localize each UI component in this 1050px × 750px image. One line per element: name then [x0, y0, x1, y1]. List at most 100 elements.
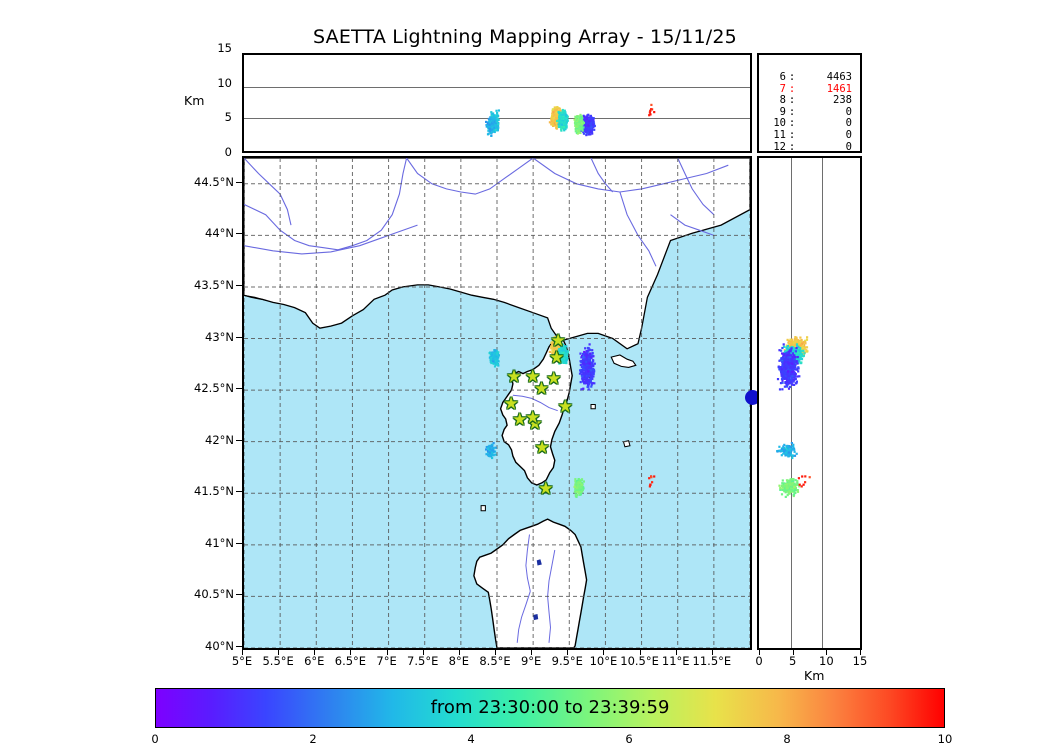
map-lon-tick: 11°E	[661, 654, 690, 668]
station-count-value: 238	[833, 94, 852, 107]
river	[677, 158, 715, 216]
map-lat-tick: 43°N	[205, 329, 234, 344]
station-star-icon: ★	[546, 368, 562, 389]
river-sardinia	[516, 591, 531, 643]
station-count-key: 8	[779, 94, 786, 107]
map-lon-tickmark	[639, 650, 641, 655]
side-x-tick: 0	[755, 654, 763, 668]
lake	[536, 559, 542, 566]
altitude-latitude-panel[interactable]	[757, 156, 862, 650]
river-corsica	[512, 394, 558, 412]
station-star-icon: ★	[525, 366, 541, 387]
map-lon-tick: 10°E	[589, 654, 618, 668]
river	[670, 214, 715, 236]
station-count-value: 0	[845, 128, 852, 141]
station-count-value: 1461	[826, 82, 852, 95]
side-x-axis-label: Km	[804, 668, 825, 683]
side-panel-scatter	[776, 336, 811, 498]
map-lat-tick: 42.5°N	[194, 381, 234, 396]
river-po	[532, 158, 729, 193]
station-count-value: 0	[845, 117, 852, 130]
longitude-altitude-panel[interactable]	[242, 53, 752, 153]
colorbar-tick: 0	[151, 732, 159, 746]
station-count-key: 9	[779, 105, 786, 118]
station-star-icon: ★	[557, 396, 573, 417]
station-count-sep: :	[788, 82, 796, 95]
reference-station-marker	[745, 390, 760, 405]
map-panel[interactable]: ★ ★ ★ ★ ★ ★ ★ ★ ★ ★ ★ ★ ★	[242, 156, 752, 650]
station-count-row: 6: 4463	[760, 71, 860, 84]
map-lat-tickmark	[236, 594, 242, 596]
top-y-tick-0: 0	[224, 145, 232, 159]
coast-detail	[244, 294, 266, 301]
station-star-icon: ★	[525, 407, 541, 428]
map-lon-tick: 8.5°E	[479, 654, 511, 668]
map-lon-tickmark	[531, 650, 533, 655]
elba-island	[610, 354, 637, 368]
map-lon-tick: 6.5°E	[334, 654, 367, 668]
station-star-icon: ★	[533, 379, 550, 400]
small-island	[622, 440, 631, 448]
station-count-key: 6	[779, 71, 786, 83]
map-lat-tickmark	[236, 542, 242, 544]
map-lon-tickmark	[278, 650, 280, 655]
corsica-landmass	[499, 335, 573, 486]
map-lat-tick: 40.5°N	[194, 587, 234, 602]
small-island	[590, 404, 596, 410]
map-lon-tickmark	[711, 650, 713, 655]
map-lat-tickmark	[236, 646, 242, 647]
map-lat-tick: 44.5°N	[194, 174, 234, 189]
station-star-icon: ★	[548, 348, 565, 369]
top-panel-scatter	[485, 103, 656, 137]
map-lon-tick: 8°E	[448, 654, 470, 668]
map-lat-tick: 41°N	[205, 535, 234, 550]
station-star-icon: ★	[527, 414, 543, 435]
side-x-tickmark	[860, 650, 861, 655]
station-count-sep: :	[788, 140, 796, 153]
map-lat-tickmark	[236, 336, 242, 338]
map-lon-tick: 6°E	[304, 654, 325, 668]
map-lon-tick: 7.5°E	[407, 654, 439, 668]
station-star-icon: ★	[534, 437, 550, 458]
station-count-key: 10	[773, 117, 786, 130]
station-star-icon: ★	[506, 366, 522, 387]
station-count-value: 0	[845, 105, 852, 118]
side-x-tickmark	[759, 650, 760, 655]
map-lon-tickmark	[242, 650, 243, 655]
station-count-key: 7	[779, 82, 786, 95]
map-geography	[244, 158, 750, 648]
map-lat-tick: 43.5°N	[194, 277, 234, 292]
small-island	[480, 505, 486, 512]
station-count-sep: :	[788, 71, 796, 83]
station-count-sep: :	[788, 94, 796, 107]
station-star-icon: ★	[550, 330, 566, 351]
station-count-value: 0	[845, 140, 852, 153]
station-star-icon: ★	[503, 393, 519, 414]
station-count-row: 8: 238	[760, 95, 860, 107]
map-lat-tickmark	[236, 181, 242, 183]
river-rhone	[244, 158, 292, 226]
colorbar-tick: 6	[625, 732, 633, 746]
colorbar-tick: 4	[467, 732, 475, 746]
map-lon-tickmark	[458, 650, 460, 655]
colorbar-label: from 23:30:00 to 23:39:59	[430, 697, 670, 718]
mainland-landmass	[244, 158, 750, 350]
map-lon-tickmark	[386, 650, 388, 655]
river	[590, 158, 614, 193]
map-lat-tickmark	[236, 284, 242, 286]
colorbar-tick: 2	[309, 732, 317, 746]
station-count-sep: :	[788, 128, 796, 141]
top-y-axis-label: Km	[184, 93, 205, 108]
colorbar-tick: 8	[783, 732, 791, 746]
map-lon-tick: 10.5°E	[620, 654, 659, 668]
map-lon-tick: 9.5°E	[551, 654, 583, 668]
time-colorbar[interactable]	[155, 688, 945, 728]
map-lat-tickmark	[236, 233, 242, 235]
map-lon-tick: 5.5°E	[262, 654, 294, 668]
map-lat-tickmark	[236, 388, 242, 390]
map-lon-tickmark	[422, 650, 424, 655]
map-lon-tickmark	[350, 650, 352, 655]
station-count-row: 12: 0	[760, 140, 860, 154]
map-lat-tick: 44°N	[205, 226, 234, 241]
side-x-tickmark	[792, 650, 794, 655]
